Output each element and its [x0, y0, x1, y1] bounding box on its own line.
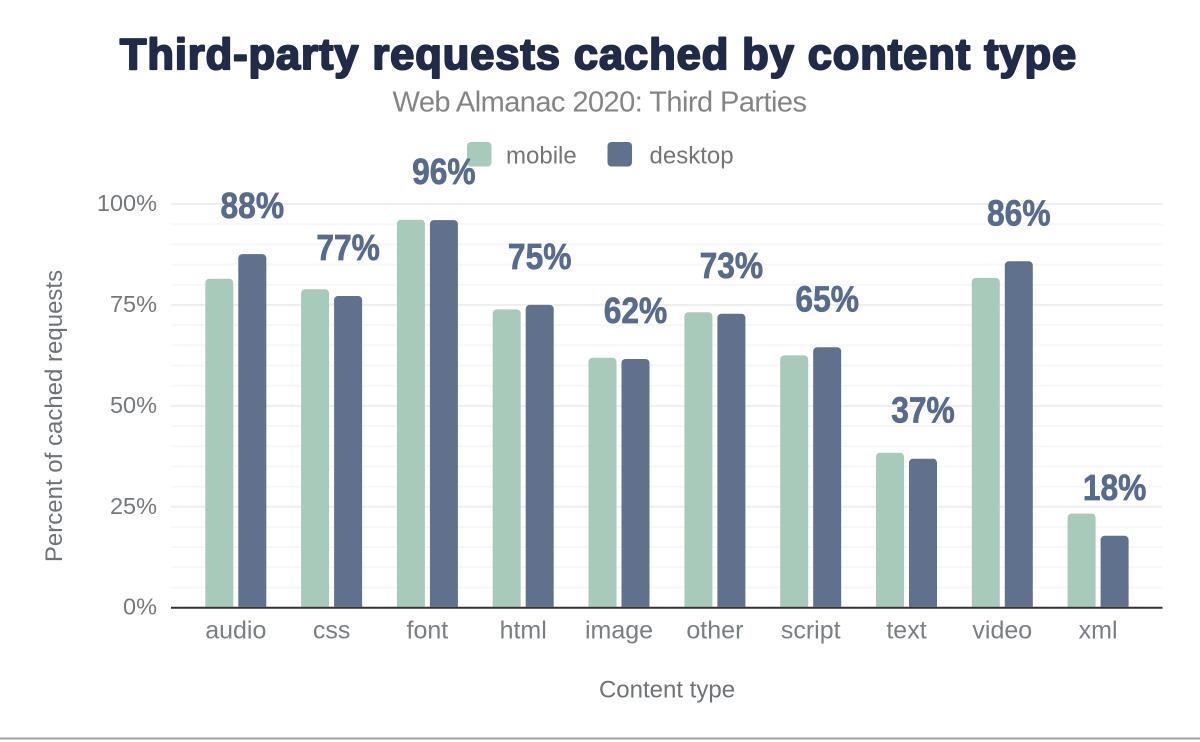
svg-text:Third-party requests cached by: Third-party requests cached by content t… [120, 31, 1077, 79]
svg-text:86%: 86% [987, 193, 1051, 234]
svg-text:50%: 50% [110, 392, 157, 418]
svg-text:Content type: Content type [599, 677, 735, 704]
svg-text:100%: 100% [97, 190, 157, 216]
svg-text:mobile: mobile [506, 143, 577, 170]
svg-text:text: text [886, 617, 926, 645]
svg-text:77%: 77% [316, 228, 380, 269]
svg-text:audio: audio [205, 617, 266, 645]
svg-text:css: css [313, 617, 351, 645]
svg-text:video: video [972, 617, 1032, 645]
svg-text:Percent of cached requests: Percent of cached requests [41, 270, 68, 562]
svg-text:75%: 75% [110, 291, 157, 317]
svg-text:desktop: desktop [650, 143, 734, 170]
svg-text:font: font [407, 617, 449, 645]
svg-text:88%: 88% [221, 186, 285, 227]
svg-text:73%: 73% [700, 246, 764, 287]
svg-text:0%: 0% [123, 594, 157, 620]
svg-text:xml: xml [1079, 617, 1118, 645]
svg-text:62%: 62% [604, 291, 668, 332]
svg-text:html: html [500, 617, 547, 645]
svg-text:18%: 18% [1083, 468, 1147, 509]
svg-text:75%: 75% [508, 237, 572, 278]
svg-text:script: script [781, 617, 841, 645]
svg-text:Web Almanac 2020: Third Partie: Web Almanac 2020: Third Parties [393, 87, 807, 119]
svg-text:96%: 96% [412, 152, 476, 193]
svg-text:image: image [585, 617, 653, 645]
svg-text:37%: 37% [891, 391, 955, 432]
svg-text:other: other [686, 617, 743, 645]
svg-text:25%: 25% [110, 493, 157, 519]
svg-text:65%: 65% [795, 279, 859, 320]
